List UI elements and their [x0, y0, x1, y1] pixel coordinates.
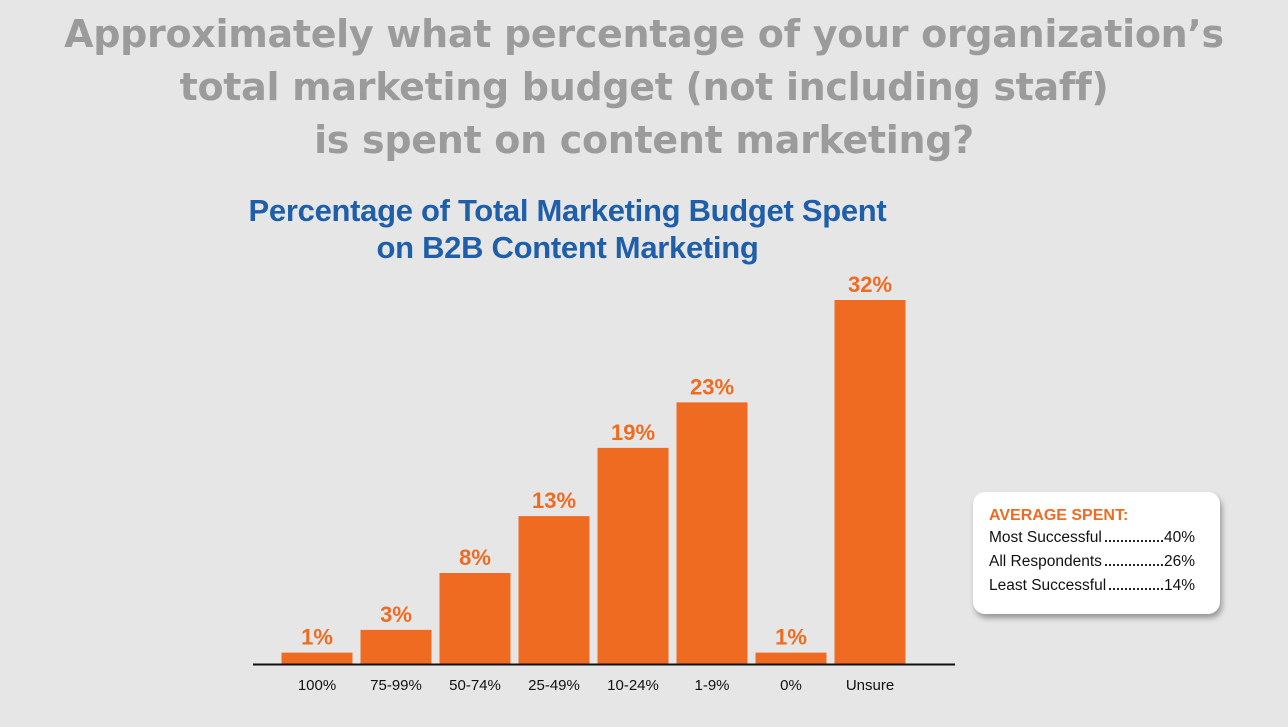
- average-row-label: Most Successful: [989, 529, 1102, 546]
- average-row-all-respondents: All Respondents 26%: [989, 550, 1195, 574]
- data-label: 1%: [301, 625, 333, 650]
- category-label: 0%: [780, 677, 802, 694]
- average-row-least-successful: Least Successful 14%: [989, 574, 1195, 598]
- bar-Unsure: [834, 300, 906, 664]
- average-row-value: 40%: [1163, 529, 1195, 546]
- data-label: 3%: [380, 602, 412, 627]
- bar-10-24%: [597, 447, 669, 664]
- data-label: 23%: [690, 374, 734, 399]
- category-label: 10-24%: [607, 677, 659, 694]
- bar-25-49%: [518, 516, 590, 664]
- bar-50-74%: [439, 573, 511, 664]
- data-label: 1%: [775, 625, 807, 650]
- chart-title-line-1: Percentage of Total Marketing Budget Spe…: [248, 193, 887, 228]
- category-label: 100%: [298, 677, 336, 694]
- average-spent-box: AVERAGE SPENT: Most Successful 40% All R…: [973, 492, 1220, 614]
- survey-question: Approximately what percentage of your or…: [0, 8, 1288, 167]
- average-spent-title: AVERAGE SPENT:: [989, 507, 1129, 524]
- dot-leader: [1104, 540, 1163, 542]
- average-row-label: All Respondents: [989, 553, 1102, 570]
- average-row-value: 14%: [1163, 577, 1195, 594]
- question-line-2: total marketing budget (not including st…: [179, 65, 1109, 109]
- category-label: Unsure: [846, 677, 894, 694]
- dot-leader: [1104, 564, 1163, 566]
- data-label: 8%: [459, 545, 491, 570]
- category-label: 1-9%: [694, 677, 729, 694]
- data-label: 19%: [611, 420, 655, 445]
- data-label: 13%: [532, 488, 576, 513]
- average-row-most-successful: Most Successful 40%: [989, 526, 1195, 550]
- question-line-1: Approximately what percentage of your or…: [64, 12, 1224, 56]
- bar-100%: [281, 652, 353, 664]
- category-label: 25-49%: [528, 677, 580, 694]
- category-label: 75-99%: [370, 677, 422, 694]
- chart-title-line-2: on B2B Content Marketing: [376, 230, 759, 265]
- bar-75-99%: [360, 629, 432, 664]
- question-line-3: is spent on content marketing?: [314, 118, 974, 162]
- category-label: 50-74%: [449, 677, 501, 694]
- bar-0%: [755, 652, 827, 664]
- bar-1-9%: [676, 402, 748, 664]
- chart-title: Percentage of Total Marketing Budget Spe…: [200, 192, 935, 266]
- average-row-value: 26%: [1163, 553, 1195, 570]
- dot-leader: [1109, 588, 1163, 590]
- average-row-label: Least Successful: [989, 577, 1107, 594]
- data-label: 32%: [848, 272, 892, 297]
